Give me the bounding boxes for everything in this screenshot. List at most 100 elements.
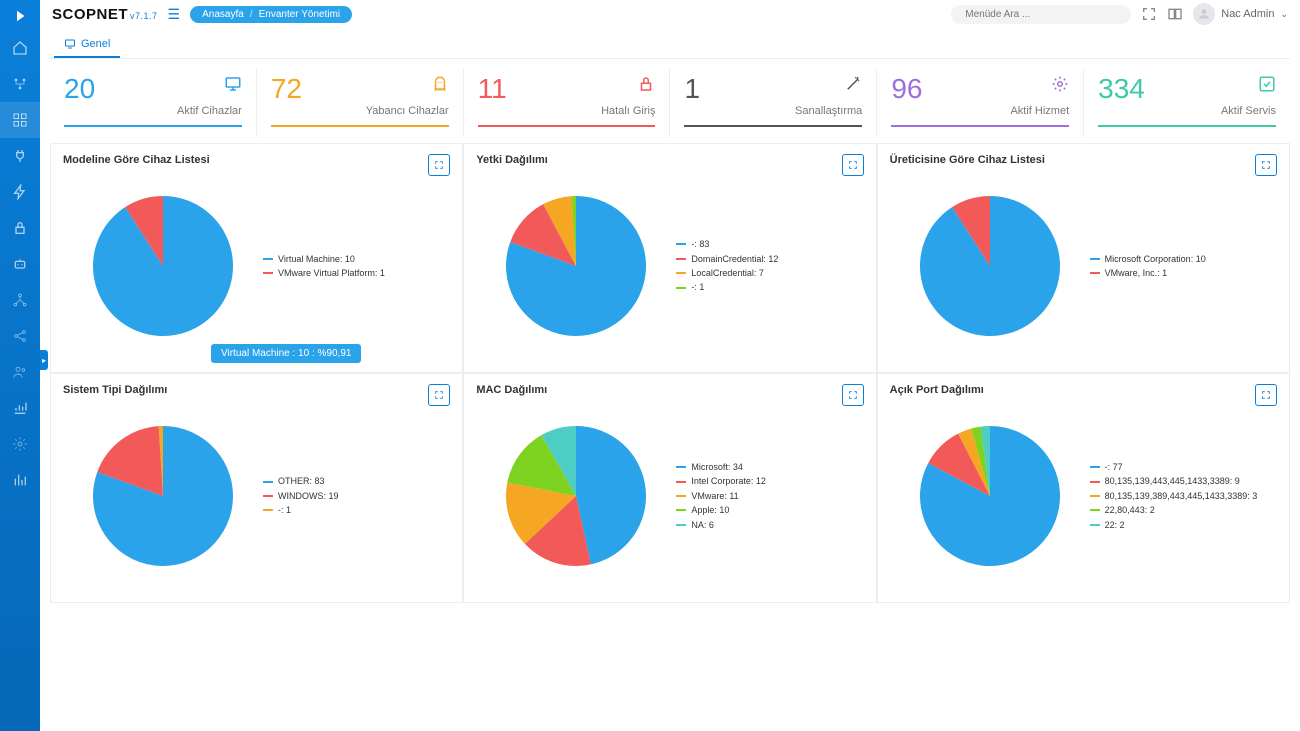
legend-item[interactable]: VMware Virtual Platform: 1 <box>263 266 385 280</box>
charts-grid: Modeline Göre Cihaz Listesi Virtual Machi… <box>50 143 1290 603</box>
legend-item[interactable]: -: 77 <box>1090 460 1258 474</box>
chart-title: Modeline Göre Cihaz Listesi <box>63 154 450 166</box>
legend-item[interactable]: 80,135,139,443,445,1433,3389: 9 <box>1090 474 1258 488</box>
expand-button[interactable] <box>1255 384 1277 406</box>
stat-label: Aktif Hizmet <box>891 105 1069 117</box>
breadcrumb[interactable]: Anasayfa / Envanter Yönetimi <box>190 6 352 23</box>
stat-label: Yabancı Cihazlar <box>271 105 449 117</box>
legend-item[interactable]: WINDOWS: 19 <box>263 489 339 503</box>
legend-item[interactable]: Intel Corporate: 12 <box>676 474 766 488</box>
stat-value: 96 <box>891 75 1069 103</box>
legend-item[interactable]: NA: 6 <box>676 518 766 532</box>
chart-legend: Microsoft Corporation: 10VMware, Inc.: 1 <box>1090 252 1206 281</box>
sidebar-item-flow[interactable] <box>0 66 40 102</box>
fullscreen-icon[interactable] <box>1141 6 1157 22</box>
gear-icon <box>1051 75 1069 96</box>
topbar: SCOPNETv7.1.7 ☰ Anasayfa / Envanter Yöne… <box>40 0 1300 28</box>
chart-legend: OTHER: 83WINDOWS: 19-: 1 <box>263 474 339 517</box>
sidebar-item-home[interactable] <box>0 30 40 66</box>
tab-bar: Genel <box>50 32 1290 59</box>
chart-card: Sistem Tipi DağılımıOTHER: 83WINDOWS: 19… <box>50 373 463 603</box>
sidebar-item-plug[interactable] <box>0 138 40 174</box>
user-menu[interactable]: Nac Admin ⌄ <box>1193 3 1288 25</box>
stat-aktif-cihazlar[interactable]: 20 Aktif Cihazlar <box>50 69 257 137</box>
sidebar-item-users[interactable] <box>0 354 40 390</box>
sidebar-item-lock[interactable] <box>0 210 40 246</box>
legend-item[interactable]: Microsoft: 34 <box>676 460 766 474</box>
stat-yabancı-cihazlar[interactable]: 72Yabancı Cihazlar <box>257 69 464 137</box>
expand-button[interactable] <box>428 154 450 176</box>
stats-row: 20 Aktif Cihazlar 72Yabancı Cihazlar11Hata… <box>50 69 1290 137</box>
wand-icon <box>844 75 862 96</box>
stat-value: 1 <box>684 75 862 103</box>
pie-chart[interactable] <box>910 186 1070 346</box>
expand-button[interactable] <box>1255 154 1277 176</box>
chart-title: Yetki Dağılımı <box>476 154 863 166</box>
chart-card: Modeline Göre Cihaz Listesi Virtual Machi… <box>50 143 463 373</box>
sidebar-item-chart[interactable] <box>0 390 40 426</box>
chart-legend: -: 7780,135,139,443,445,1433,3389: 980,1… <box>1090 460 1258 532</box>
stat-label: Aktif Cihazlar <box>64 105 242 117</box>
legend-item[interactable]: -: 83 <box>676 237 778 251</box>
monitor-icon <box>224 75 242 96</box>
search-input[interactable] <box>951 5 1131 24</box>
chart-card: Açık Port Dağılımı -: 7780,135,139,443,44… <box>877 373 1290 603</box>
legend-item[interactable]: 22,80,443: 2 <box>1090 503 1258 517</box>
chart-title: Üreticisine Göre Cihaz Listesi <box>890 154 1277 166</box>
sidebar-item-bars[interactable] <box>0 462 40 498</box>
pie-chart[interactable] <box>83 186 243 346</box>
stat-sanallaştırma[interactable]: 1Sanallaştırma <box>670 69 877 137</box>
menu-toggle-icon[interactable]: ☰ <box>168 6 181 23</box>
sidebar-item-bot[interactable] <box>0 246 40 282</box>
stat-hatalı-giriş[interactable]: 11Hatalı Giriş <box>464 69 671 137</box>
expand-button[interactable] <box>428 384 450 406</box>
user-name: Nac Admin <box>1221 8 1274 20</box>
legend-item[interactable]: Virtual Machine: 10 <box>263 252 385 266</box>
legend-item[interactable]: Apple: 10 <box>676 503 766 517</box>
breadcrumb-home[interactable]: Anasayfa <box>202 9 244 20</box>
tab-general[interactable]: Genel <box>54 32 120 58</box>
stat-value: 11 <box>478 75 656 103</box>
app-logo[interactable] <box>0 2 40 30</box>
pie-chart[interactable] <box>83 416 243 576</box>
chart-title: Açık Port Dağılımı <box>890 384 1277 396</box>
chart-legend: -: 83DomainCredential: 12LocalCredential… <box>676 237 778 295</box>
chart-card: Üreticisine Göre Cihaz Listesi Microsoft … <box>877 143 1290 373</box>
pie-chart[interactable] <box>910 416 1070 576</box>
breadcrumb-sep: / <box>250 9 253 20</box>
legend-item[interactable]: -: 1 <box>263 503 339 517</box>
chart-legend: Microsoft: 34Intel Corporate: 12VMware: … <box>676 460 766 532</box>
sidebar-item-dash[interactable] <box>0 102 40 138</box>
check-icon <box>1258 75 1276 96</box>
legend-item[interactable]: OTHER: 83 <box>263 474 339 488</box>
stat-label: Aktif Servis <box>1098 105 1276 117</box>
legend-item[interactable]: -: 1 <box>676 280 778 294</box>
sidebar: ▸ <box>0 0 40 731</box>
legend-item[interactable]: 22: 2 <box>1090 518 1258 532</box>
chart-card: Yetki Dağılımı -: 83DomainCredential: 12L… <box>463 143 876 373</box>
expand-button[interactable] <box>842 154 864 176</box>
sidebar-item-gear2[interactable] <box>0 426 40 462</box>
pie-chart[interactable] <box>496 186 656 346</box>
pie-chart[interactable] <box>496 416 656 576</box>
avatar <box>1193 3 1215 25</box>
legend-item[interactable]: Microsoft Corporation: 10 <box>1090 252 1206 266</box>
chevron-down-icon: ⌄ <box>1280 9 1288 20</box>
stat-aktif-servis[interactable]: 334 Aktif Servis <box>1084 69 1290 137</box>
stat-value: 334 <box>1098 75 1276 103</box>
sidebar-toggle[interactable]: ▸ <box>40 350 48 370</box>
sidebar-item-bolt[interactable] <box>0 174 40 210</box>
stat-aktif-hizmet[interactable]: 96 Aktif Hizmet <box>877 69 1084 137</box>
legend-item[interactable]: VMware, Inc.: 1 <box>1090 266 1206 280</box>
sidebar-item-tree[interactable] <box>0 282 40 318</box>
chart-legend: Virtual Machine: 10VMware Virtual Platfo… <box>263 252 385 281</box>
sidebar-item-share[interactable] <box>0 318 40 354</box>
legend-item[interactable]: LocalCredential: 7 <box>676 266 778 280</box>
expand-button[interactable] <box>842 384 864 406</box>
legend-item[interactable]: 80,135,139,389,443,445,1433,3389: 3 <box>1090 489 1258 503</box>
book-icon[interactable] <box>1167 6 1183 22</box>
legend-item[interactable]: DomainCredential: 12 <box>676 252 778 266</box>
breadcrumb-current[interactable]: Envanter Yönetimi <box>259 9 341 20</box>
legend-item[interactable]: VMware: 11 <box>676 489 766 503</box>
stat-value: 20 <box>64 75 242 103</box>
